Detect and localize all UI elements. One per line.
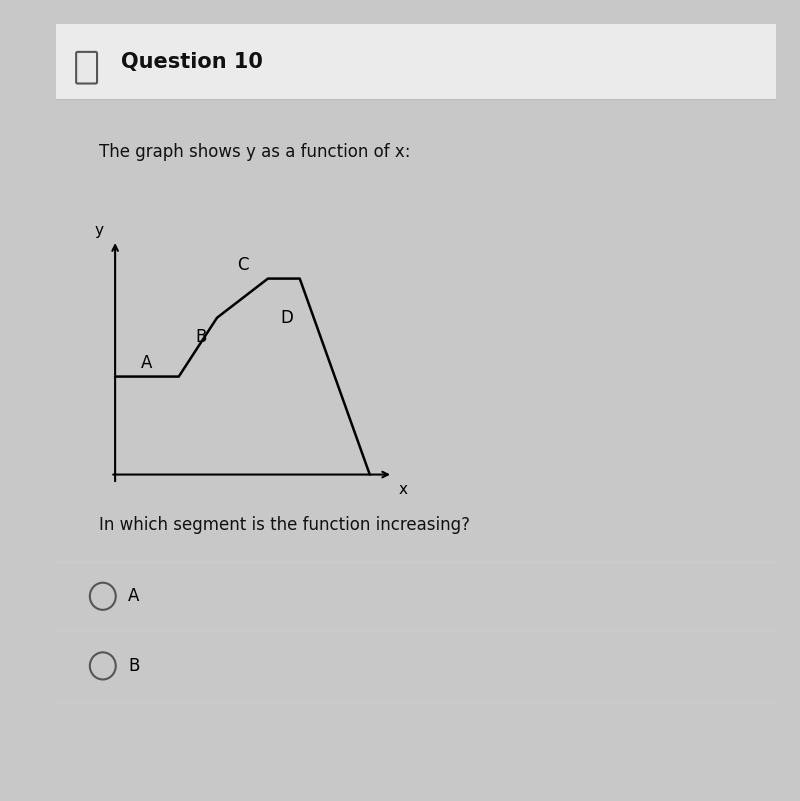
Text: The graph shows y as a function of x:: The graph shows y as a function of x: — [99, 143, 410, 161]
FancyBboxPatch shape — [76, 52, 97, 83]
Text: D: D — [281, 308, 294, 327]
Text: y: y — [94, 223, 104, 238]
Text: A: A — [128, 587, 139, 606]
Text: B: B — [128, 657, 139, 675]
Text: In which segment is the function increasing?: In which segment is the function increas… — [99, 516, 470, 533]
Text: Question 10: Question 10 — [121, 52, 262, 71]
Text: x: x — [398, 482, 408, 497]
Bar — [56, 24, 776, 99]
Text: B: B — [195, 328, 206, 346]
Text: A: A — [142, 354, 153, 372]
Text: C: C — [237, 256, 248, 274]
